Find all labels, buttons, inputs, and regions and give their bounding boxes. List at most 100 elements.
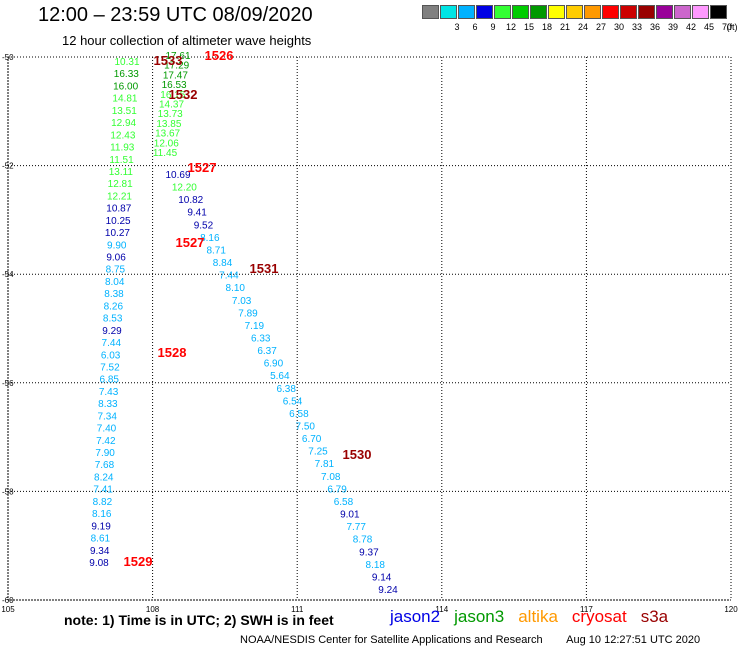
pass-time-label: 1531 [250,261,279,276]
lat-tick-label: -56 [2,379,14,388]
swh-value-east: 6.38 [276,384,296,395]
legend-jason3: jason3 [454,607,505,626]
swh-value-west: 8.38 [104,289,124,300]
swh-value-east: 8.10 [226,283,246,294]
swh-value-east: 8.71 [206,245,226,256]
color-scale-label: 12 [505,22,517,32]
swh-value-west: 8.61 [91,534,111,545]
swh-value-east: 6.58 [334,497,354,508]
color-scale-bar [422,5,728,19]
color-scale-label: 21 [559,22,571,32]
swh-value-west: 9.06 [106,253,126,264]
pass-time-label: 1528 [158,345,187,360]
color-scale-label: 18 [541,22,553,32]
swh-value-west: 8.33 [98,399,118,410]
swh-value-east: 9.24 [378,585,398,596]
swh-value-west: 10.27 [105,228,130,239]
swh-value-mid: 13.73 [158,109,183,120]
swh-value-west: 6.03 [101,350,121,361]
pass-time-labels: 1526 1533 1532 1527 1527 1531 1528 1530 1529 [124,48,372,569]
swh-value-west: 8.53 [103,314,123,325]
color-scale-swatch [422,5,439,19]
pass-time-label: 1526 [205,48,234,63]
swh-value-east: 7.19 [245,321,265,332]
swh-value-west: 9.19 [91,521,111,532]
swh-value-west: 11.51 [109,155,134,166]
swh-value-east: 9.37 [359,547,379,558]
swh-value-east: 8.18 [366,560,386,571]
swh-value-west: 8.75 [106,265,126,276]
color-scale-label: 45 [703,22,715,32]
map-grid [7,56,732,601]
swh-value-east: 7.81 [315,459,335,470]
swh-value-west: 11.93 [110,143,135,154]
swh-value-mid: 17.47 [163,70,188,81]
page-subtitle: 12 hour collection of altimeter wave hei… [62,33,312,48]
swh-value-west: 12.21 [107,191,132,202]
swh-value-east: 7.77 [346,522,366,533]
color-scale-swatch [548,5,565,19]
pass-time-label: 1532 [169,87,198,102]
lon-tick-label: 105 [1,605,15,614]
swh-value-east: 9.01 [340,510,360,521]
swh-value-west: 7.43 [99,387,119,398]
swh-value-west: 8.82 [93,497,113,508]
color-scale-label: 3 [454,22,460,32]
color-scale-swatch [602,5,619,19]
lon-tick-label: 117 [580,605,593,614]
color-scale-label: 24 [577,22,589,32]
swh-value-east: 10.82 [178,195,203,206]
swh-value-east: 6.54 [283,396,303,407]
swh-value-east: 9.41 [187,208,207,219]
swh-value-west: 7.90 [95,448,115,459]
color-scale-swatch [494,5,511,19]
swh-value-mid: 17.61 [165,51,190,62]
swh-value-west: 12.43 [110,130,135,141]
color-scale-swatch [440,5,457,19]
swh-value-east: 6.58 [289,409,309,420]
swh-value-west: 7.68 [95,460,115,471]
pass-time-label: 1533 [154,53,183,68]
swh-value-west: 7.40 [97,424,117,435]
swh-value-east: 8.84 [213,258,233,269]
swh-value-mid: 11.45 [153,148,178,159]
color-scale-label: 6 [472,22,478,32]
lat-tick-label: -58 [2,487,14,496]
swh-value-west: 8.26 [104,301,124,312]
color-scale-swatch [512,5,529,19]
swh-value-east: 7.44 [219,271,239,282]
swh-value-east: 8.16 [200,233,220,244]
lat-tick-label: -60 [2,596,14,605]
pass-time-label: 1530 [343,447,372,462]
swh-value-east: 9.52 [194,220,214,231]
swh-value-east: 6.37 [257,346,277,357]
lat-tick-label: -54 [2,270,14,279]
color-scale-swatch [638,5,655,19]
swh-value-mid: 16.53 [162,80,187,91]
legend-jason2: jason2 [390,607,441,626]
lon-tick-label: 108 [146,605,160,614]
swh-value-west: 10.87 [106,204,131,215]
lon-tick-label: 114 [435,605,448,614]
footer-timestamp: Aug 10 12:27:51 UTC 2020 [566,634,701,646]
color-scale-swatch [458,5,475,19]
swh-value-east: 5.64 [270,371,290,382]
swh-value-east: 6.79 [327,484,347,495]
swh-value-west: 9.90 [107,240,127,251]
swh-value-west: 16.33 [114,69,139,80]
color-scale-swatch [566,5,583,19]
color-scale-swatch [674,5,691,19]
axis-tick-labels: 105 108 111 114 117 120 -50 -52 -54 -56 -58 -60 [1,53,738,614]
footer-credit: NOAA/NESDIS Center for Satellite Applica… [240,634,543,646]
units-note: note: 1) Time is in UTC; 2) SWH is in fe… [64,612,334,628]
swh-value-mid: 16.15 [160,90,185,101]
swh-value-west: 6.85 [100,375,120,386]
swh-value-mid: 13.67 [155,129,180,140]
swh-value-west: 12.94 [111,118,136,129]
lat-tick-label: -52 [2,162,14,171]
lon-tick-label: 120 [724,605,738,614]
swh-value-east: 7.25 [308,447,328,458]
swh-value-west: 8.16 [92,509,112,520]
legend-cryosat: cryosat [571,607,627,626]
